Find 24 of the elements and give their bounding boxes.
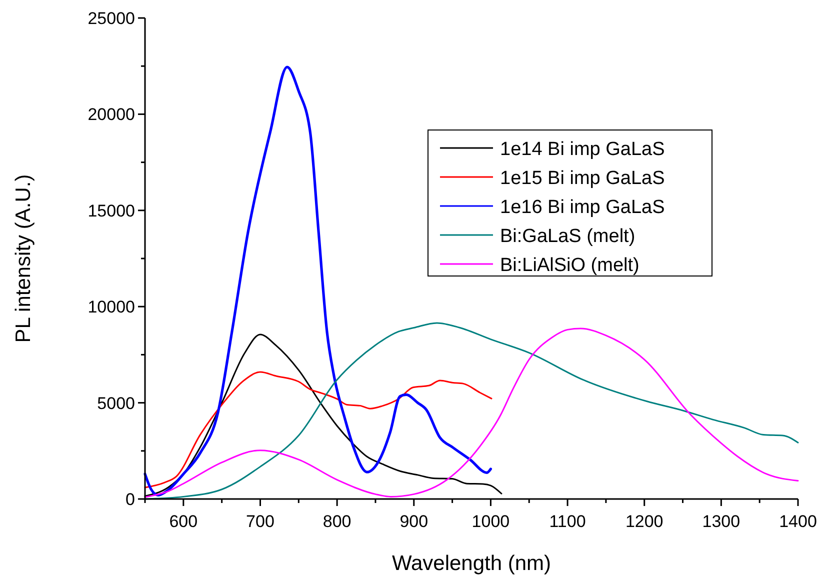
legend-label: 1e16 Bi imp GaLaS xyxy=(500,197,665,218)
x-tick-label: 1000 xyxy=(472,512,510,531)
legend-label: 1e14 Bi imp GaLaS xyxy=(500,139,665,160)
x-tick-label: 700 xyxy=(246,512,274,531)
legend-label: Bi:GaLaS (melt) xyxy=(500,226,636,247)
x-tick-label: 600 xyxy=(169,512,198,531)
y-axis-title: PL intensity (A.U.) xyxy=(12,174,35,343)
x-tick-label: 1200 xyxy=(625,512,664,531)
x-tick-label: 1300 xyxy=(702,512,740,531)
line-series xyxy=(144,66,492,496)
x-tick-label: 1100 xyxy=(549,512,586,531)
line-series xyxy=(144,371,492,488)
y-tick-label: 10000 xyxy=(88,298,135,317)
x-axis-title: Wavelength (nm) xyxy=(392,552,552,575)
y-tick-label: 0 xyxy=(126,490,135,509)
x-tick-label: 800 xyxy=(322,512,352,531)
y-tick-label: 25000 xyxy=(88,9,135,28)
legend-label: 1e15 Bi imp GaLaS xyxy=(500,168,665,189)
y-tick-label: 5000 xyxy=(97,394,135,413)
y-tick-label: 15000 xyxy=(88,201,135,220)
x-tick-label: 900 xyxy=(400,512,428,531)
legend-label: Bi:LiAlSiO (melt) xyxy=(500,255,640,276)
y-tick-label: 20000 xyxy=(88,105,135,124)
x-tick-label: 1400 xyxy=(779,512,817,531)
